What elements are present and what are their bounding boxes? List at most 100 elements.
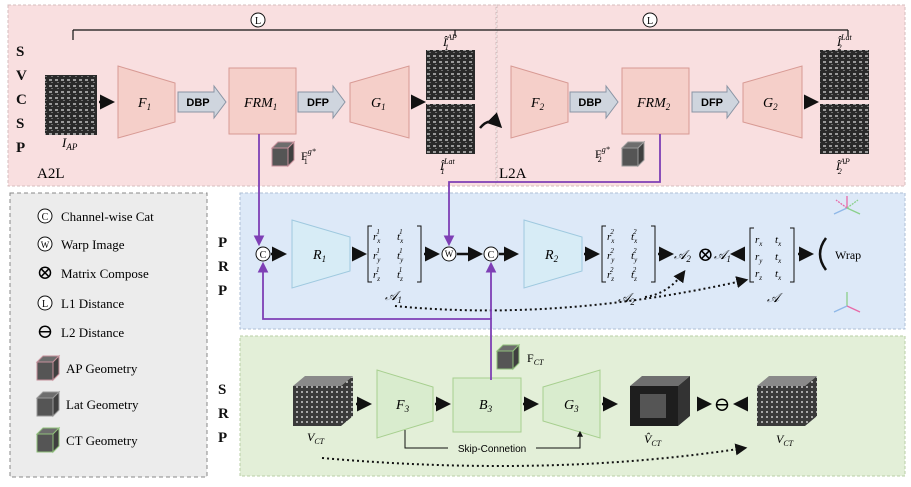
output-lat-image-1: [426, 104, 475, 154]
b3-to-cat1-link: [257, 261, 492, 380]
vct-input-label: VCT: [307, 430, 325, 446]
b3-block: [452, 377, 522, 433]
matrix-final: rx tx ry tx rz tx: [749, 227, 795, 283]
frm2-to-warp-link: [443, 134, 661, 247]
legend-item-ap-geometry: AP Geometry: [35, 354, 138, 382]
svg-text:rx2: rx2: [607, 228, 615, 245]
f3-encoder: [376, 369, 434, 439]
out1-top-label: ÎAP 1: [442, 33, 457, 52]
l1-symbol-left: L: [250, 12, 266, 28]
legend-item-warp: W Warp Image: [37, 236, 125, 252]
svg-text:tz1: tz1: [397, 266, 403, 283]
vct-gt-label: VCT: [776, 432, 794, 448]
f1-encoder: [117, 65, 176, 139]
geo2-label: Fg* 2: [595, 145, 610, 164]
svg-text:Matrix Compose: Matrix Compose: [61, 266, 149, 281]
svg-text:tx2: tx2: [631, 228, 638, 245]
srp-letter: S: [218, 382, 226, 398]
l1-symbol-right: L: [642, 12, 658, 28]
compose-symbol: ⊗: [697, 244, 714, 266]
f1-label: F1: [137, 96, 151, 112]
svg-text:rz: rz: [755, 268, 762, 282]
svg-text:L1 Distance: L1 Distance: [61, 296, 124, 311]
legend-item-compose: ⊗ Matrix Compose: [37, 262, 149, 284]
svg-text:L: L: [647, 16, 653, 27]
srp-letter: R: [218, 406, 229, 422]
output-lat-image-2: [820, 50, 869, 100]
a2-compose-label: 𝒜2: [674, 247, 691, 264]
svg-text:⊗: ⊗: [37, 262, 54, 284]
svcsp-letter: C: [16, 92, 27, 108]
a-label: 𝒜: [767, 290, 783, 305]
cat-node-2: C: [483, 246, 499, 262]
legend-item-l2: ⊖ L2 Distance: [37, 321, 125, 343]
svcsp-letter: P: [16, 140, 25, 156]
svg-text:W: W: [41, 240, 50, 250]
dfp-arrow: [297, 84, 346, 120]
ct-geometry-cube: [495, 343, 521, 371]
skip-connection-label: Skip-Conneti​on: [458, 444, 526, 455]
svg-text:tx: tx: [775, 234, 782, 248]
geo1-label: Fg* 1: [301, 147, 316, 166]
out1-bot-label: ÎLat 1: [439, 157, 455, 176]
svcsp-section: S V C S P A2L L2A L L IAP F1 DBP: [7, 4, 906, 187]
wrap-label: Wrap: [835, 248, 861, 262]
legend-item-l1: L L1 Distance: [37, 295, 124, 311]
vct-hat-label: V̂CT: [644, 432, 662, 448]
svg-text:⊖: ⊖: [37, 321, 54, 343]
svg-text:tx: tx: [775, 268, 782, 282]
dbp-label-2: DBP: [578, 97, 601, 109]
wrap-arc: [818, 237, 828, 271]
axes-icon-top: [833, 196, 861, 215]
legend-item-lat-geometry: Lat Geometry: [35, 390, 139, 418]
a1-dotted-path: [394, 276, 749, 312]
svg-text:tx1: tx1: [397, 228, 404, 245]
svcsp-letter: S: [16, 116, 24, 132]
dbp-label: DBP: [186, 97, 209, 109]
ap-geometry-cube-1: [270, 140, 296, 168]
svg-text:Lat Geometry: Lat Geometry: [66, 397, 139, 412]
f2-encoder: [510, 65, 569, 139]
svg-text:ty1: ty1: [397, 247, 404, 264]
vct-dotted-path: [321, 443, 748, 467]
svg-text:rx1: rx1: [373, 228, 381, 245]
svcsp-letter: V: [16, 68, 27, 84]
prp-letter: P: [218, 235, 227, 251]
g1-label: G1: [371, 96, 386, 112]
svg-text:C: C: [260, 250, 267, 261]
dfp-arrow-2: [691, 84, 740, 120]
r1-encoder: [291, 219, 351, 289]
svg-text:C: C: [42, 212, 49, 223]
b3-label: B3: [479, 398, 493, 414]
svg-text:C: C: [488, 250, 495, 261]
svg-text:L: L: [42, 299, 48, 310]
input-ap-label: IAP: [61, 135, 78, 152]
svg-text:tz2: tz2: [631, 266, 637, 283]
svcsp-letter: S: [16, 44, 24, 60]
predicted-ct-volume: [630, 376, 690, 426]
matrix-2: rx2 tx2 ry2 ty2 rz2 tz2: [601, 225, 656, 283]
g3-decoder: [542, 369, 601, 439]
out2-bot-label: ÎAP 2: [835, 157, 850, 176]
dfp-label: DFP: [307, 97, 329, 109]
l2-symbol: ⊖: [714, 394, 731, 416]
prp-letters: P R P: [218, 235, 229, 299]
f3-label: F3: [395, 398, 410, 414]
cat-node-1: C: [255, 246, 271, 262]
svg-text:CT Geometry: CT Geometry: [66, 433, 138, 448]
svg-text:L: L: [255, 16, 261, 27]
svg-text:rx: rx: [755, 234, 763, 248]
legend-item-ct-geometry: CT Geometry: [35, 426, 138, 454]
svg-text:Warp Image: Warp Image: [61, 237, 125, 252]
output-ap-image-2: [820, 104, 869, 154]
matrix-1: rx1 tx1 ry1 ty1 rz1 tz1: [367, 225, 422, 283]
a1-label: 𝒜1: [385, 288, 402, 305]
f2-label: F2: [530, 96, 545, 112]
legend: C Channel-wise Cat W Warp Image ⊗ Matrix…: [9, 192, 208, 478]
g2-decoder: [742, 65, 803, 139]
l2a-label: L2A: [499, 166, 527, 182]
output-ap-image-1: [426, 50, 475, 100]
svg-text:ry2: ry2: [607, 247, 615, 264]
curved-arrow: [479, 112, 503, 129]
svg-text:W: W: [445, 249, 454, 259]
